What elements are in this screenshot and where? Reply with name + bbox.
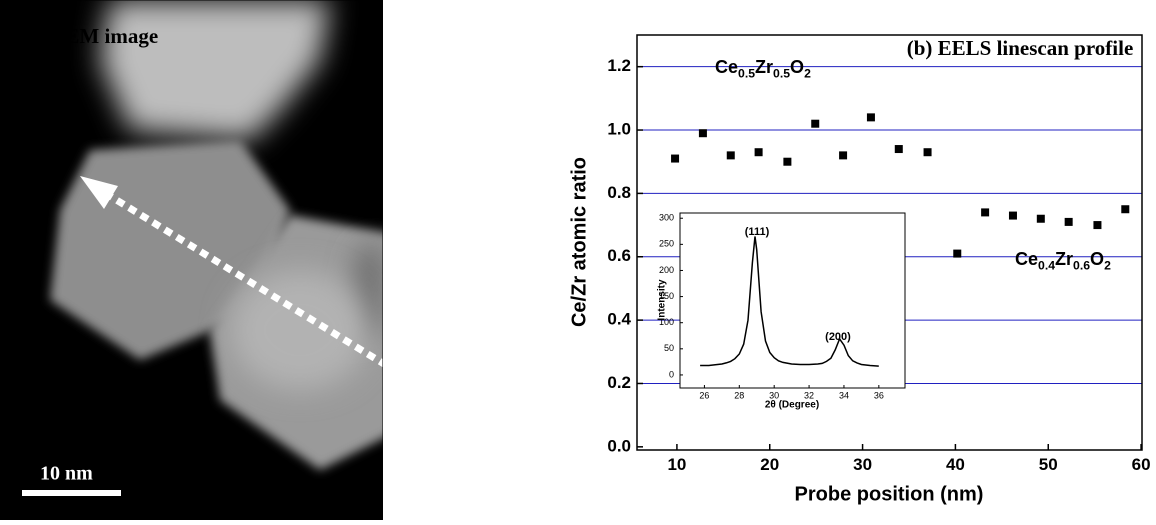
stem-image [0,0,383,520]
arrow-head [80,176,118,209]
data-point [866,113,875,122]
data-point [1121,205,1130,214]
peak-label: (200) [825,331,851,343]
subscript: 0.5 [738,67,755,81]
x-tick-label: 30 [769,390,779,400]
y-tick-label: 0.4 [607,310,631,329]
element: Zr [1055,249,1073,269]
data-point [1008,211,1017,220]
element: Ce [1015,249,1038,269]
data-point [1064,217,1073,226]
plot-background [680,213,905,388]
y-tick-label: 0.6 [607,246,631,265]
data-point [1036,214,1045,223]
data-point [671,154,680,163]
x-tick-label: 20 [760,455,779,474]
y-tick-label: 1.2 [607,56,631,75]
y-tick-label: 0.2 [607,373,631,392]
element: O [1090,249,1104,269]
data-point [726,151,735,160]
subscript: 0.6 [1073,259,1090,273]
x-tick-label: 40 [946,455,965,474]
x-axis-label: 2θ (Degree) [765,400,819,411]
scale-label: 10 nm [40,463,93,485]
peak-label: (111) [745,226,770,238]
annotation: Ce0.5Zr0.5O2 [715,57,811,81]
x-tick-label: 50 [1039,455,1058,474]
y-tick-label: 150 [659,291,674,301]
element: O [790,57,804,77]
data-point [923,148,932,157]
x-tick-label: 34 [839,390,849,400]
data-point [953,249,962,258]
y-tick-label: 100 [659,317,674,327]
y-tick-label: 0.0 [607,436,631,455]
element: Zr [755,57,773,77]
data-point [811,119,820,128]
y-tick-label: 0.8 [607,183,631,202]
x-tick-label: 32 [804,390,814,400]
plot-frame [636,34,1143,451]
subscript: 2 [804,67,811,81]
y-tick-label: 50 [664,343,674,353]
y-tick-label: 250 [659,239,674,249]
data-point [1093,221,1102,230]
chart-title: (b) EELS linescan profile [907,36,1134,60]
y-axis-label: Intensity [657,279,668,321]
x-tick-label: 28 [734,390,744,400]
subscript: 2 [1104,259,1111,273]
subscript: 0.4 [1038,259,1055,273]
y-tick-label: 200 [659,265,674,275]
element: Ce [715,57,738,77]
data-point [754,148,763,157]
subscript: 0.5 [773,67,790,81]
y-axis-label: Ce/Zr atomic ratio [568,157,590,327]
data-point [783,157,792,166]
data-point [981,208,990,217]
x-tick-label: 26 [699,390,709,400]
x-axis-label: Probe position (nm) [795,483,984,505]
annotation: Ce0.4Zr0.6O2 [1015,249,1111,273]
x-tick-label: 30 [853,455,872,474]
x-tick-label: 36 [874,390,884,400]
data-point [839,151,848,160]
x-tick-label: 10 [667,455,686,474]
y-tick-label: 1.0 [607,120,631,139]
plot-frame [679,212,906,389]
x-tick-label: 60 [1132,455,1151,474]
data-point [894,145,903,154]
data-point [698,129,707,138]
panel-title: (a) STEM image [10,24,158,48]
y-tick-label: 300 [659,213,674,223]
xrd-line [700,236,879,367]
y-tick-label: 0 [669,369,674,379]
